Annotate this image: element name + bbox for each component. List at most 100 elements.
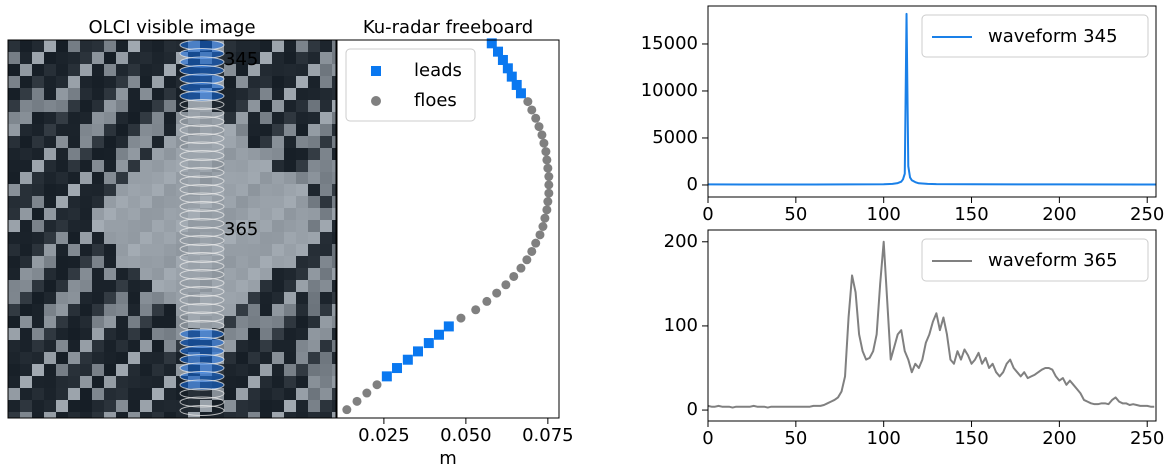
image-pixel: [176, 196, 188, 208]
image-pixel: [32, 52, 44, 64]
image-pixel: [56, 172, 68, 184]
image-pixel: [104, 256, 116, 268]
image-pixel: [56, 244, 68, 256]
image-pixel: [320, 364, 332, 376]
image-pixel: [320, 208, 332, 220]
image-pixel: [236, 112, 248, 124]
floe-point: [531, 114, 540, 123]
image-pixel: [164, 88, 176, 100]
image-pixel: [260, 364, 272, 376]
image-pixel: [284, 316, 296, 328]
image-pixel: [284, 124, 296, 136]
image-pixel: [236, 136, 248, 148]
image-pixel: [164, 184, 176, 196]
image-pixel: [284, 172, 296, 184]
image-pixel: [68, 160, 80, 172]
image-pixel: [44, 220, 56, 232]
image-pixel: [152, 88, 164, 100]
image-pixel: [44, 112, 56, 124]
image-pixel: [128, 388, 140, 400]
image-pixel: [8, 376, 20, 388]
image-pixel: [284, 196, 296, 208]
image-pixel: [224, 124, 236, 136]
image-pixel: [260, 52, 272, 64]
image-pixel: [92, 352, 104, 364]
image-pixel: [308, 172, 320, 184]
image-pixel: [284, 40, 296, 52]
image-pixel: [116, 64, 128, 76]
image-pixel: [236, 124, 248, 136]
image-pixel: [128, 352, 140, 364]
image-pixel: [92, 76, 104, 88]
image-pixel: [68, 316, 80, 328]
image-pixel: [152, 292, 164, 304]
lead-point: [516, 88, 526, 98]
image-pixel: [44, 232, 56, 244]
image-pixel: [236, 280, 248, 292]
image-pixel: [200, 172, 212, 184]
image-pixel: [248, 172, 260, 184]
image-pixel: [272, 148, 284, 160]
image-pixel: [248, 88, 260, 100]
image-pixel: [236, 184, 248, 196]
image-pixel: [236, 88, 248, 100]
floe-point: [353, 397, 362, 406]
image-pixel: [128, 280, 140, 292]
image-pixel: [128, 148, 140, 160]
image-pixel: [152, 160, 164, 172]
image-pixel: [32, 376, 44, 388]
image-pixel: [8, 400, 20, 412]
image-pixel: [20, 64, 32, 76]
image-pixel: [284, 304, 296, 316]
image-pixel: [128, 136, 140, 148]
image-pixel: [332, 88, 336, 100]
image-pixel: [128, 112, 140, 124]
image-pixel: [308, 304, 320, 316]
image-pixel: [104, 100, 116, 112]
image-pixel: [272, 256, 284, 268]
image-pixel: [260, 352, 272, 364]
floe-point: [482, 297, 491, 306]
image-pixel: [272, 124, 284, 136]
image-pixel: [152, 304, 164, 316]
image-pixel: [20, 292, 32, 304]
image-pixel: [44, 196, 56, 208]
image-pixel: [128, 172, 140, 184]
image-pixel: [56, 400, 68, 412]
image-pixel: [260, 100, 272, 112]
x-axis-label: m: [439, 448, 457, 468]
image-pixel: [284, 220, 296, 232]
image-pixel: [308, 256, 320, 268]
image-pixel: [224, 412, 236, 418]
image-pixel: [200, 148, 212, 160]
image-pixel: [140, 400, 152, 412]
image-pixel: [308, 112, 320, 124]
image-pixel: [320, 40, 332, 52]
image-pixel: [332, 184, 336, 196]
image-pixel: [236, 244, 248, 256]
image-pixel: [56, 232, 68, 244]
image-pixel: [56, 52, 68, 64]
image-pixel: [128, 256, 140, 268]
image-pixel: [80, 124, 92, 136]
image-pixel: [92, 220, 104, 232]
image-pixel: [116, 220, 128, 232]
image-pixel: [176, 304, 188, 316]
image-pixel: [164, 388, 176, 400]
image-pixel: [128, 76, 140, 88]
image-pixel: [296, 220, 308, 232]
image-pixel: [68, 280, 80, 292]
image-pixel: [92, 184, 104, 196]
image-pixel: [56, 220, 68, 232]
image-pixel: [56, 280, 68, 292]
image-pixel: [116, 208, 128, 220]
image-pixel: [8, 412, 20, 418]
image-pixel: [128, 124, 140, 136]
image-pixel: [80, 100, 92, 112]
image-pixel: [236, 172, 248, 184]
image-pixel: [68, 268, 80, 280]
image-pixel: [68, 40, 80, 52]
panel-title: Ku-radar freeboard: [363, 17, 533, 38]
image-pixel: [68, 304, 80, 316]
image-pixel: [68, 184, 80, 196]
